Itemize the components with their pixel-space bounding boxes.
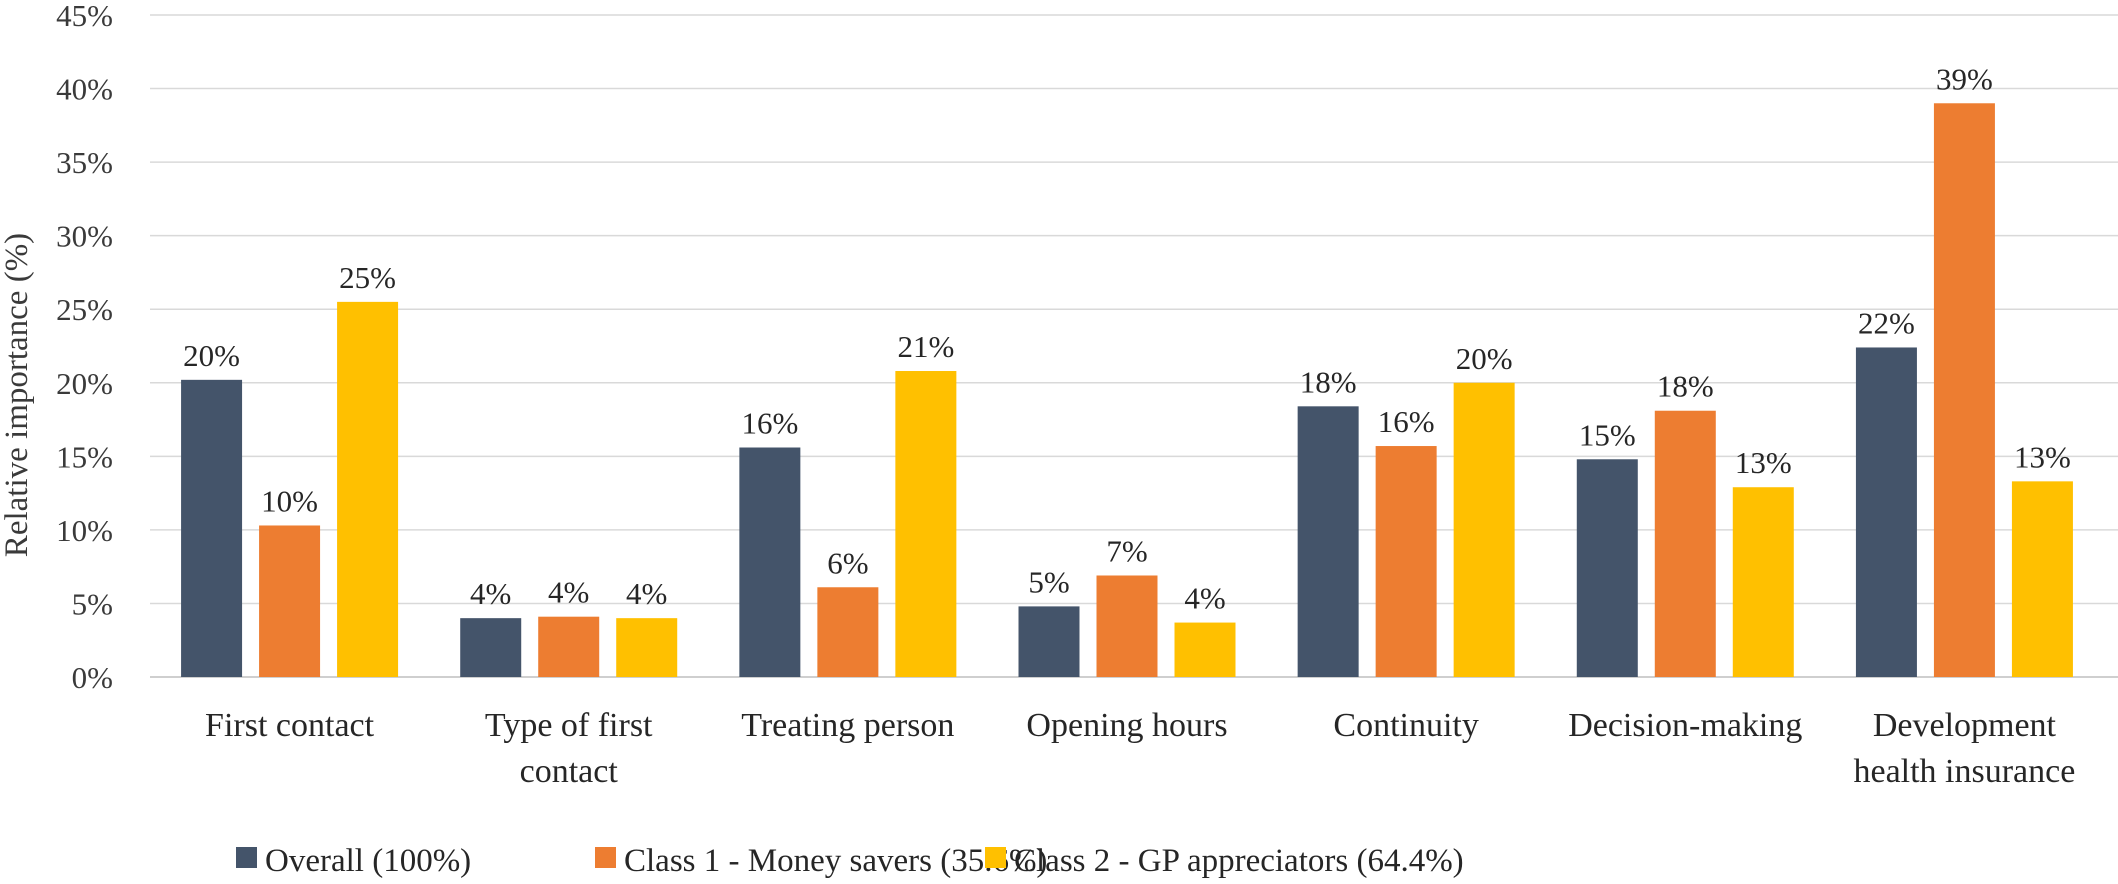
x-category-label: Opening hours xyxy=(1026,707,1227,744)
gridlines xyxy=(150,14,2118,678)
legend-label: Class 2 - GP appreciators (64.4%) xyxy=(1014,843,1464,879)
data-labels: 20% 10% 25% 4% 4% 4% 16% 6% 21% 5% 7% 4% 18% 16% 20% 15… xyxy=(183,61,2071,615)
y-tick-label: 5% xyxy=(72,586,113,621)
data-label: 4% xyxy=(470,576,511,611)
bar xyxy=(1732,487,1794,677)
data-label: 4% xyxy=(626,576,667,611)
y-axis-label: Relative importance (%) xyxy=(0,233,35,557)
y-axis-ticks: 0% 5% 10% 15% 20% 25% 30% 35% 40% 45% xyxy=(56,0,113,695)
y-tick-label: 20% xyxy=(56,366,113,401)
y-tick-label: 30% xyxy=(56,219,113,254)
x-category-label: health insurance xyxy=(1853,753,2075,790)
bar xyxy=(538,616,600,677)
x-category-label: Development xyxy=(1873,707,2057,744)
x-category-label: First contact xyxy=(205,707,375,744)
y-tick-label: 10% xyxy=(56,513,113,548)
bar xyxy=(817,587,879,677)
legend-item: Overall (100%) xyxy=(236,843,471,879)
x-category-label: contact xyxy=(520,753,619,790)
data-label: 15% xyxy=(1579,417,1636,452)
bar xyxy=(1018,606,1080,677)
legend-item: Class 2 - GP appreciators (64.4%) xyxy=(985,843,1464,879)
x-axis-categories: First contact Type of first contact Treatin… xyxy=(205,707,2075,790)
data-label: 10% xyxy=(261,483,318,518)
bar xyxy=(616,618,678,677)
legend-label: Class 1 - Money savers (35.6%) xyxy=(624,843,1047,879)
data-label: 18% xyxy=(1300,364,1357,399)
data-label: 39% xyxy=(1936,61,1993,96)
bar xyxy=(460,618,522,677)
bars xyxy=(181,103,2073,678)
y-tick-label: 25% xyxy=(56,292,113,327)
data-label: 4% xyxy=(548,575,589,610)
legend-swatch xyxy=(236,847,257,868)
y-tick-label: 15% xyxy=(56,439,113,474)
bar xyxy=(1297,406,1359,677)
data-label: 22% xyxy=(1858,305,1915,340)
y-tick-label: 35% xyxy=(56,145,113,180)
data-label: 7% xyxy=(1106,533,1147,568)
data-label: 16% xyxy=(741,406,798,441)
data-label: 6% xyxy=(827,545,868,580)
data-label: 16% xyxy=(1378,404,1435,439)
bar xyxy=(181,379,243,677)
bar xyxy=(1174,622,1236,677)
data-label: 13% xyxy=(1735,445,1792,480)
data-label: 4% xyxy=(1184,581,1225,616)
bar xyxy=(895,371,957,677)
data-label: 21% xyxy=(897,329,954,364)
x-category-label: Continuity xyxy=(1333,707,1478,744)
bar xyxy=(2011,481,2073,677)
data-label: 20% xyxy=(1456,341,1513,376)
y-tick-label: 45% xyxy=(56,0,113,33)
bar xyxy=(259,525,321,677)
bar xyxy=(337,301,399,677)
bar xyxy=(1576,459,1638,677)
x-category-label: Type of first xyxy=(485,707,653,744)
y-tick-label: 0% xyxy=(72,660,113,695)
bar xyxy=(739,447,801,677)
bar xyxy=(1933,103,1995,678)
data-label: 5% xyxy=(1028,564,1069,599)
data-label: 20% xyxy=(183,338,240,373)
y-tick-label: 40% xyxy=(56,72,113,107)
legend: Overall (100%) Class 1 - Money savers (35… xyxy=(236,843,1464,879)
bar xyxy=(1453,382,1515,677)
data-label: 18% xyxy=(1657,369,1714,404)
bar xyxy=(1654,410,1716,677)
x-category-label: Decision-making xyxy=(1568,707,1802,744)
bar xyxy=(1096,575,1158,677)
bar xyxy=(1855,347,1917,677)
data-label: 25% xyxy=(339,260,396,295)
legend-label: Overall (100%) xyxy=(265,843,471,879)
data-label: 13% xyxy=(2014,439,2071,474)
x-category-label: Treating person xyxy=(741,707,954,744)
bar xyxy=(1375,446,1437,677)
legend-item: Class 1 - Money savers (35.6%) xyxy=(595,843,1047,879)
legend-swatch xyxy=(595,847,616,868)
legend-swatch xyxy=(985,847,1006,868)
